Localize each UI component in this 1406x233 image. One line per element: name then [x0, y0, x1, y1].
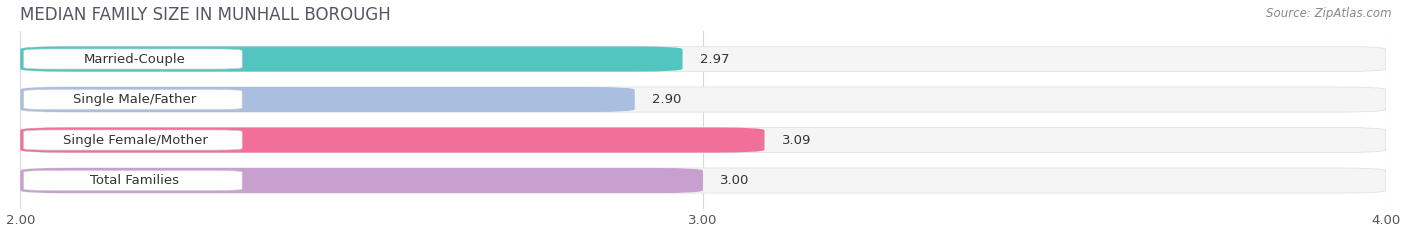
Text: 3.09: 3.09 — [782, 134, 811, 147]
FancyBboxPatch shape — [20, 87, 1386, 112]
Text: Single Male/Father: Single Male/Father — [73, 93, 197, 106]
FancyBboxPatch shape — [20, 46, 682, 72]
FancyBboxPatch shape — [20, 87, 634, 112]
FancyBboxPatch shape — [20, 127, 765, 153]
Text: Married-Couple: Married-Couple — [84, 52, 186, 65]
Text: 2.90: 2.90 — [652, 93, 681, 106]
Text: Total Families: Total Families — [90, 174, 180, 187]
FancyBboxPatch shape — [24, 89, 242, 110]
FancyBboxPatch shape — [24, 130, 242, 150]
Text: 2.97: 2.97 — [700, 52, 730, 65]
FancyBboxPatch shape — [20, 127, 1386, 153]
FancyBboxPatch shape — [24, 171, 242, 191]
FancyBboxPatch shape — [20, 168, 1386, 193]
FancyBboxPatch shape — [20, 168, 703, 193]
FancyBboxPatch shape — [24, 49, 242, 69]
Text: 3.00: 3.00 — [720, 174, 749, 187]
Text: MEDIAN FAMILY SIZE IN MUNHALL BOROUGH: MEDIAN FAMILY SIZE IN MUNHALL BOROUGH — [20, 6, 391, 24]
Text: Single Female/Mother: Single Female/Mother — [62, 134, 208, 147]
Text: Source: ZipAtlas.com: Source: ZipAtlas.com — [1267, 7, 1392, 20]
FancyBboxPatch shape — [20, 46, 1386, 72]
